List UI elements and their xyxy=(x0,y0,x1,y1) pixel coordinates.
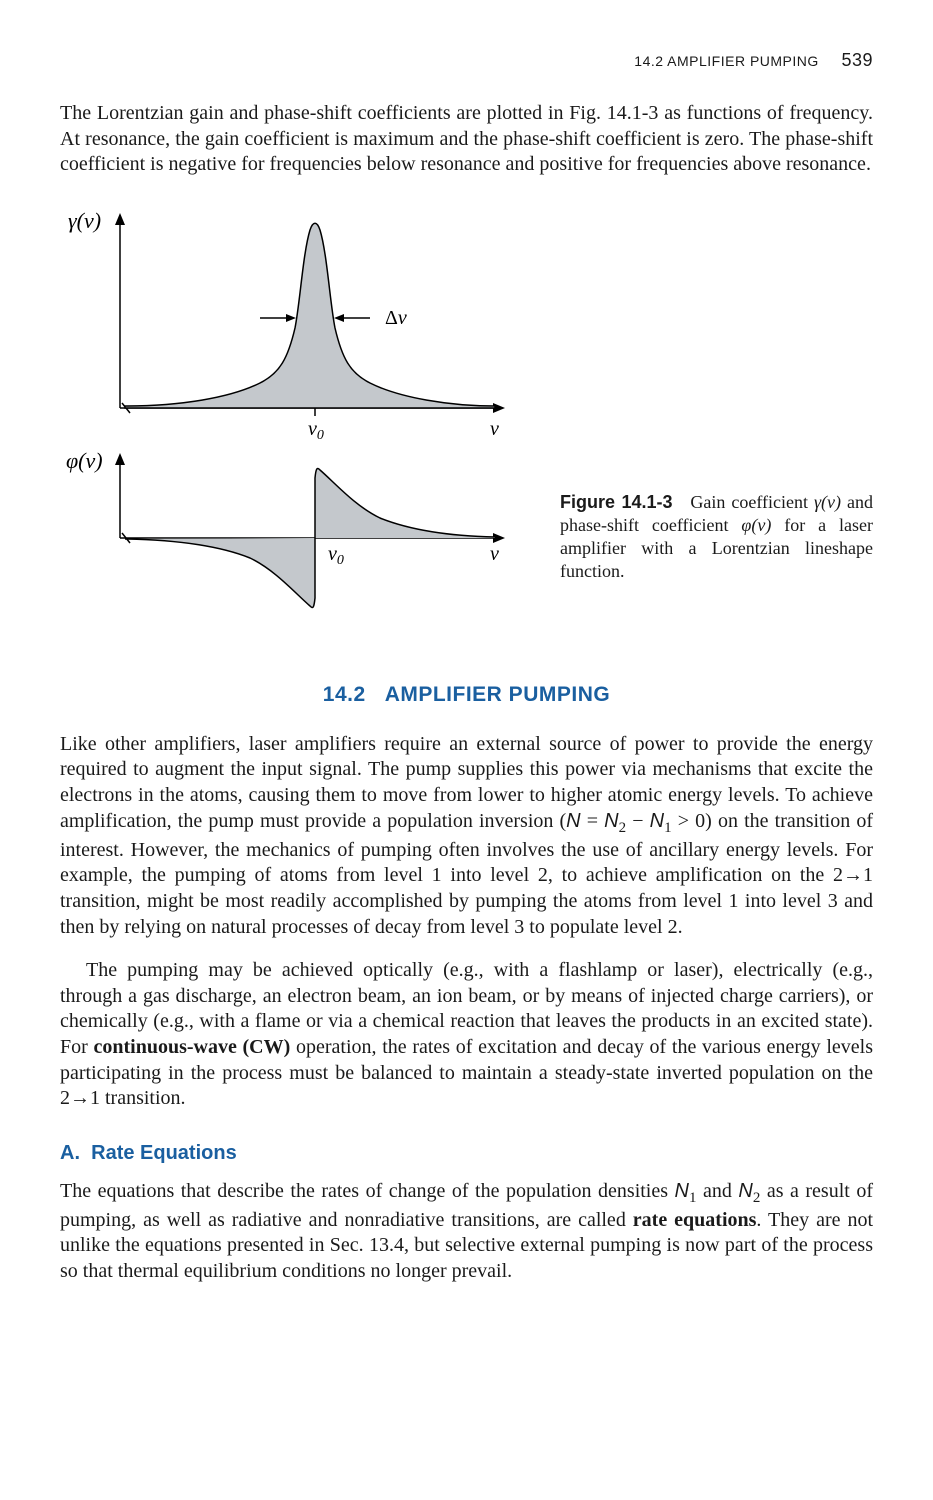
eq-sub2: 2 xyxy=(619,820,627,836)
intro-paragraph: The Lorentzian gain and phase-shift coef… xyxy=(60,101,873,178)
subsection-title: A. Rate Equations xyxy=(60,1142,873,1165)
lorentzian-plot: Δν ν0 ν γ(ν) xyxy=(60,198,540,618)
eq-eq: = xyxy=(581,810,605,832)
page-number: 539 xyxy=(841,50,873,70)
phi-axis-label: φ(ν) xyxy=(66,448,103,473)
figure-14-1-3: Δν ν0 ν γ(ν) xyxy=(60,198,873,623)
body-paragraph-3: The equations that describe the rates of… xyxy=(60,1179,873,1285)
caption-text-a: Gain coefficient xyxy=(690,492,814,512)
p3-N2: N xyxy=(738,1180,752,1202)
eq-N1: N xyxy=(650,810,664,832)
gamma-axis-label: γ(ν) xyxy=(68,208,101,233)
eq-gt: > 0 xyxy=(672,810,706,832)
eq-minus: − xyxy=(626,810,650,832)
subsection-label: A. xyxy=(60,1142,80,1164)
eq-N2: N xyxy=(604,810,618,832)
figure-svg-container: Δν ν0 ν γ(ν) xyxy=(60,198,540,623)
rate-eq-term: rate equations xyxy=(633,1209,757,1231)
body-paragraph-2: The pumping may be achieved optically (e… xyxy=(60,958,873,1112)
section-number: 14.2 xyxy=(323,683,366,706)
nu0-label-top: ν0 xyxy=(308,418,324,443)
caption-gamma: γ(ν) xyxy=(814,492,841,512)
cw-term: continuous-wave (CW) xyxy=(93,1036,290,1058)
p3-text-a: The equations that describe the rates of… xyxy=(60,1180,675,1202)
eq-sub1: 1 xyxy=(664,820,672,836)
figure-number: Figure 14.1-3 xyxy=(560,492,673,512)
subsection-name: Rate Equations xyxy=(91,1142,237,1164)
eq-N: N xyxy=(566,810,580,832)
caption-phi: φ(ν) xyxy=(741,515,771,535)
nu-label-top: ν xyxy=(490,418,499,440)
p3-N1: N xyxy=(675,1180,689,1202)
figure-caption: Figure 14.1-3 Gain coefficient γ(ν) and … xyxy=(540,491,873,623)
running-header: 14.2 AMPLIFIER PUMPING 539 xyxy=(60,50,873,71)
delta-nu-label: Δν xyxy=(385,307,407,329)
page: 14.2 AMPLIFIER PUMPING 539 The Lorentzia… xyxy=(0,0,933,1500)
header-section-label: 14.2 AMPLIFIER PUMPING xyxy=(634,53,819,69)
section-name: AMPLIFIER PUMPING xyxy=(385,683,611,706)
nu-label-bottom: ν xyxy=(490,543,499,565)
p3-and: and xyxy=(696,1180,738,1202)
section-title: 14.2 AMPLIFIER PUMPING xyxy=(60,683,873,707)
nu0-label-bottom: ν0 xyxy=(328,543,344,568)
body-paragraph-1: Like other amplifiers, laser amplifiers … xyxy=(60,732,873,940)
